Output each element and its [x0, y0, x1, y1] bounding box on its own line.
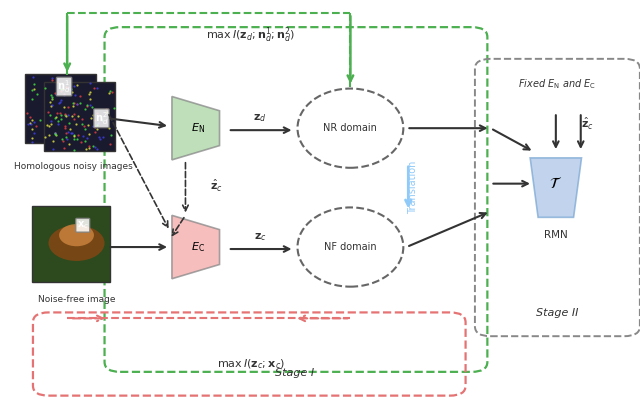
Ellipse shape [298, 207, 403, 286]
Circle shape [59, 224, 94, 246]
Text: $\hat{\mathbf{z}}_c$: $\hat{\mathbf{z}}_c$ [580, 116, 593, 132]
Text: $\mathbf{z}_d$: $\mathbf{z}_d$ [253, 113, 267, 124]
Text: $\mathcal{T}$: $\mathcal{T}$ [549, 176, 563, 191]
Polygon shape [172, 97, 220, 160]
Text: NR domain: NR domain [323, 123, 378, 133]
Ellipse shape [298, 89, 403, 168]
FancyBboxPatch shape [32, 206, 109, 282]
Text: NF domain: NF domain [324, 242, 377, 252]
Text: $\max\,I(\mathbf{z}_d;\mathbf{n}_d^1;\mathbf{n}_d^2)$: $\max\,I(\mathbf{z}_d;\mathbf{n}_d^1;\ma… [206, 25, 296, 45]
Polygon shape [530, 158, 582, 217]
Text: RMN: RMN [544, 230, 568, 240]
Circle shape [49, 225, 104, 261]
Text: $E_\mathrm{C}$: $E_\mathrm{C}$ [191, 240, 205, 254]
Text: Stage II: Stage II [536, 308, 579, 318]
Text: Fixed $E_\mathrm{N}$ and $E_\mathrm{C}$: Fixed $E_\mathrm{N}$ and $E_\mathrm{C}$ [518, 78, 596, 91]
Text: $\mathbf{x}_c$: $\mathbf{x}_c$ [77, 219, 89, 231]
Text: $\mathbf{z}_c$: $\mathbf{z}_c$ [254, 231, 266, 243]
Text: Homologous noisy images: Homologous noisy images [14, 162, 132, 171]
Text: $\mathbf{n}_d^1$: $\mathbf{n}_d^1$ [58, 78, 71, 95]
Polygon shape [172, 215, 220, 279]
Text: $\hat{\mathbf{z}}_c$: $\hat{\mathbf{z}}_c$ [211, 178, 223, 194]
Text: $\max\,I(\mathbf{z}_c;\mathbf{x}_c)$: $\max\,I(\mathbf{z}_c;\mathbf{x}_c)$ [217, 357, 285, 371]
Text: Translation: Translation [408, 161, 418, 214]
FancyBboxPatch shape [26, 74, 97, 143]
Text: Noise-free image: Noise-free image [38, 294, 115, 304]
Text: $E_\mathrm{N}$: $E_\mathrm{N}$ [191, 121, 205, 135]
Text: $\mathbf{n}_d^2$: $\mathbf{n}_d^2$ [95, 110, 108, 126]
Text: Stage I: Stage I [275, 368, 314, 378]
FancyBboxPatch shape [44, 82, 115, 151]
